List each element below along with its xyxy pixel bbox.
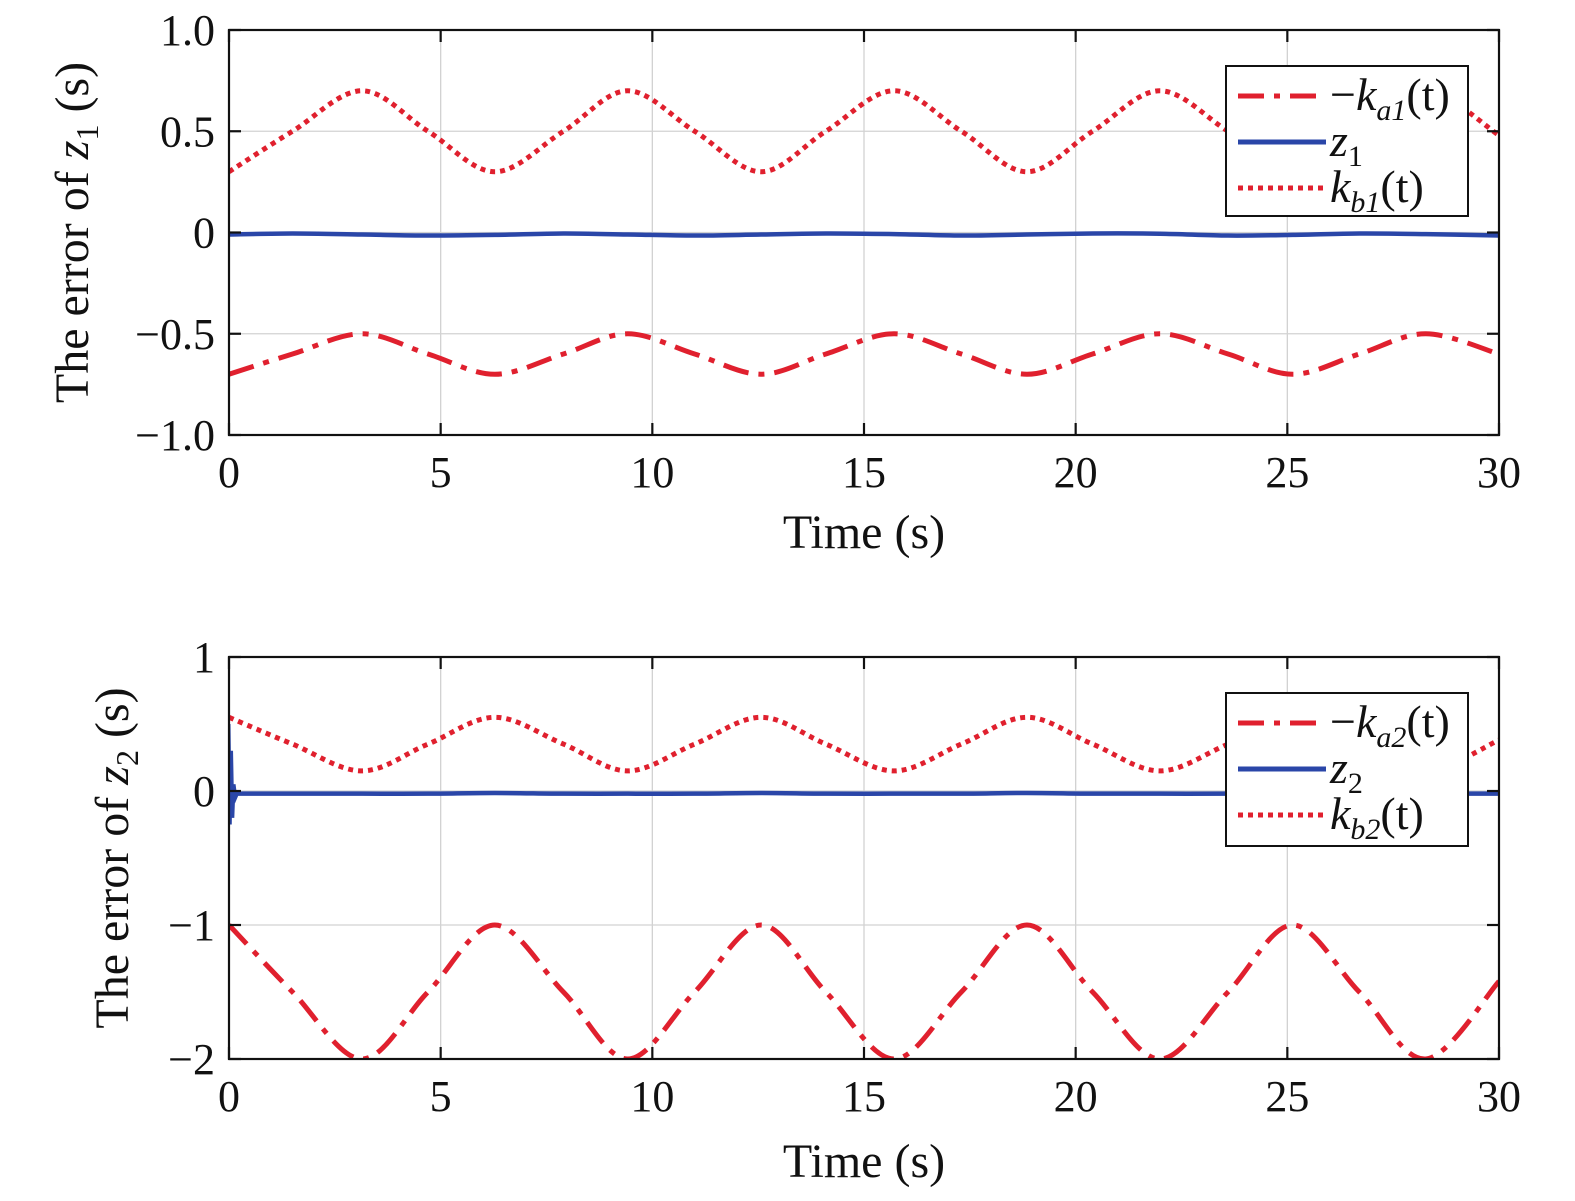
legend-label: z1 (1329, 115, 1363, 173)
chart-z1-error: 0 5 10 15 20 25 30 1.0 0.5 0 −0.5 −1.0 Time (s) The e… (46, 6, 1521, 559)
x-tick-label: 10 (630, 1072, 674, 1121)
x-tick-label: 20 (1054, 1072, 1098, 1121)
y-tick-label: −1.0 (135, 411, 215, 460)
series-line-kb2t (229, 714, 1499, 774)
y-tick-label: 0 (193, 767, 215, 816)
y-tick-label: 0 (193, 209, 215, 258)
x-tick-label: 15 (842, 1072, 886, 1121)
y-tick-label: 1 (193, 633, 215, 682)
x-tick-label: 5 (430, 1072, 452, 1121)
x-tick-label: 10 (630, 448, 674, 497)
x-tick-label: 20 (1054, 448, 1098, 497)
series-transient (229, 723, 239, 825)
x-tick-label: 30 (1477, 448, 1521, 497)
legend-label: −ka1(t) (1330, 69, 1450, 127)
legend-label: kb2(t) (1330, 788, 1424, 846)
series-line-kb1t (229, 88, 1499, 175)
y-axis-label: The error of z2 (s) (86, 687, 145, 1028)
y-tick-label: 1.0 (160, 6, 215, 55)
series-group (229, 88, 1499, 377)
series-line-ka1t (229, 331, 1499, 377)
series-line-ka2t (229, 922, 1499, 1059)
series-line-z1 (229, 231, 1499, 238)
y-tick-label: 0.5 (160, 107, 215, 156)
x-tick-label: 5 (430, 448, 452, 497)
x-tick-label: 30 (1477, 1072, 1521, 1121)
y-axis-label: The error of z1 (s) (46, 62, 105, 403)
x-tick-label: 0 (218, 448, 240, 497)
x-tick-label: 15 (842, 448, 886, 497)
y-tick-label: −0.5 (135, 310, 215, 359)
y-tick-label: −1 (168, 901, 215, 950)
x-tick-label: 25 (1265, 448, 1309, 497)
legend-label: kb1(t) (1330, 161, 1424, 219)
x-axis-label: Time (s) (783, 1135, 945, 1188)
x-tick-label: 0 (218, 1072, 240, 1121)
legend-label: z2 (1329, 742, 1363, 800)
x-tick-label: 25 (1265, 1072, 1309, 1121)
x-axis-label: Time (s) (783, 506, 945, 559)
y-tick-label: −2 (168, 1035, 215, 1084)
legend-label: −ka2(t) (1330, 696, 1450, 754)
